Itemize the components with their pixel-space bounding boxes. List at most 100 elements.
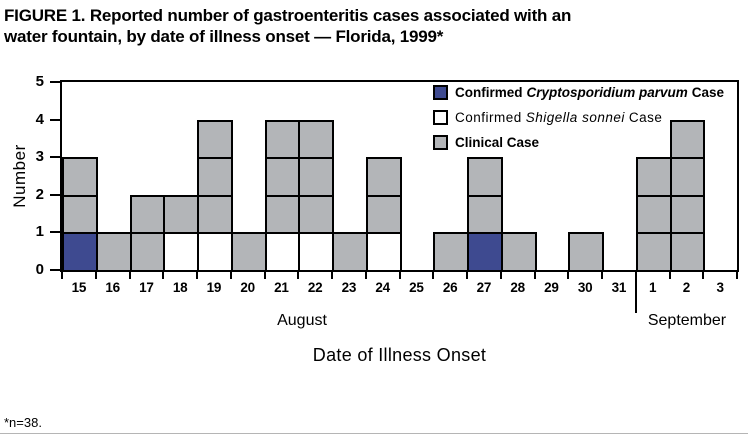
x-axis-title: Date of Illness Onset (312, 345, 487, 365)
case-square-27-crypto (467, 232, 503, 272)
x-axis-tick (567, 272, 570, 279)
x-tick-label-3: 3 (716, 280, 725, 295)
clinical-swatch-icon (433, 135, 448, 150)
legend-item-crypto: Confirmed Cryptosporidium parvum Case (433, 85, 724, 100)
case-square-17-clinical (129, 194, 166, 235)
x-axis-tick (61, 272, 63, 279)
legend-item-shigella: Confirmed Shigella sonnei Case (433, 110, 724, 125)
x-tick-label-24: 24 (375, 280, 390, 295)
case-square-19-clinical (197, 119, 233, 160)
month-label-august: August (277, 312, 327, 329)
case-square-24-clinical (365, 157, 402, 197)
crypto-swatch-icon (433, 85, 448, 100)
case-square-23-clinical (332, 232, 368, 272)
x-tick-label-26: 26 (442, 280, 458, 295)
case-square-16-clinical (95, 232, 132, 272)
x-tick-label-18: 18 (172, 280, 188, 295)
case-square-24-clinical (365, 194, 402, 235)
x-axis-tick (601, 272, 603, 279)
y-tick-label-4: 4 (35, 110, 44, 128)
case-square-19-clinical (197, 194, 233, 235)
case-square-21-clinical (264, 194, 301, 235)
x-tick-label-23: 23 (341, 280, 357, 295)
case-square-20-clinical (230, 232, 267, 272)
x-tick-label-30: 30 (577, 280, 593, 295)
x-axis-tick (263, 272, 266, 279)
y-axis-tick (50, 231, 60, 234)
x-axis-tick (432, 272, 435, 279)
case-square-2-clinical (669, 194, 706, 235)
case-square-15-clinical (62, 157, 98, 197)
x-tick-label-25: 25 (409, 280, 424, 295)
case-square-2-clinical (669, 119, 706, 160)
y-tick-label-3: 3 (35, 148, 44, 166)
month-label-september: September (647, 312, 727, 329)
shigella-swatch-icon (433, 110, 448, 125)
x-axis-tick (162, 272, 165, 279)
x-axis-tick (229, 272, 232, 279)
footnote-n: *n=38. (4, 415, 42, 430)
legend-item-shigella-label: Confirmed Shigella sonnei Case (455, 110, 663, 125)
bottom-divider (0, 433, 748, 434)
x-tick-label-31: 31 (611, 280, 627, 295)
x-tick-label-17: 17 (139, 280, 154, 295)
case-square-1-clinical (635, 232, 672, 272)
x-tick-label-28: 28 (510, 280, 525, 295)
case-square-22-clinical (298, 157, 334, 197)
case-square-22-clinical (298, 194, 334, 235)
x-tick-label-2: 2 (682, 280, 691, 295)
case-square-24-shigella (365, 232, 402, 272)
case-square-21-clinical (264, 157, 301, 197)
legend-item-clinical: Clinical Case (433, 135, 724, 150)
x-tick-label-1: 1 (649, 280, 657, 295)
case-square-26-clinical (433, 232, 469, 272)
y-axis-tick (50, 156, 60, 159)
x-axis-tick (297, 272, 300, 279)
case-square-19-shigella (197, 232, 233, 272)
case-square-21-clinical (264, 119, 301, 160)
x-tick-label-29: 29 (544, 280, 559, 295)
x-tick-label-15: 15 (71, 280, 87, 295)
x-tick-label-19: 19 (206, 280, 222, 295)
y-tick-label-2: 2 (35, 185, 44, 203)
case-square-2-clinical (669, 157, 706, 197)
case-square-15-clinical (62, 194, 98, 235)
x-tick-label-20: 20 (240, 280, 255, 295)
y-axis-tick (50, 118, 60, 121)
case-square-1-clinical (635, 157, 672, 197)
case-square-2-clinical (669, 232, 706, 272)
x-axis-tick (736, 272, 738, 279)
x-tick-label-21: 21 (274, 280, 289, 295)
x-tick-label-27: 27 (476, 280, 492, 295)
y-axis-label: Number (10, 144, 29, 208)
y-tick-label-1: 1 (35, 223, 44, 241)
case-square-22-shigella (298, 232, 334, 272)
case-square-18-clinical (163, 194, 199, 235)
x-axis-tick (533, 272, 536, 279)
x-axis-tick (196, 272, 198, 279)
y-axis-tick (50, 193, 60, 196)
x-axis-tick (364, 272, 367, 279)
case-square-19-clinical (197, 157, 233, 197)
month-divider-line (634, 270, 637, 313)
case-square-15-crypto (62, 232, 98, 272)
x-axis-tick (499, 272, 502, 279)
x-axis-tick (128, 272, 131, 279)
x-axis-tick (94, 272, 97, 279)
y-axis-tick (50, 81, 60, 83)
case-square-28-clinical (500, 232, 537, 272)
case-square-1-clinical (635, 194, 672, 235)
case-square-30-clinical (568, 232, 604, 272)
x-axis-tick (668, 272, 671, 279)
x-axis-tick (331, 272, 333, 279)
x-axis-tick (702, 272, 705, 279)
y-axis-tick (50, 269, 60, 271)
case-square-17-clinical (129, 232, 166, 272)
x-tick-label-22: 22 (307, 280, 323, 295)
case-square-27-clinical (467, 157, 503, 197)
legend-item-crypto-label: Confirmed Cryptosporidium parvum Case (455, 85, 725, 100)
figure-title: FIGURE 1. Reported number of gastroenter… (4, 6, 572, 47)
case-square-21-shigella (264, 232, 301, 272)
x-tick-label-16: 16 (105, 280, 120, 295)
